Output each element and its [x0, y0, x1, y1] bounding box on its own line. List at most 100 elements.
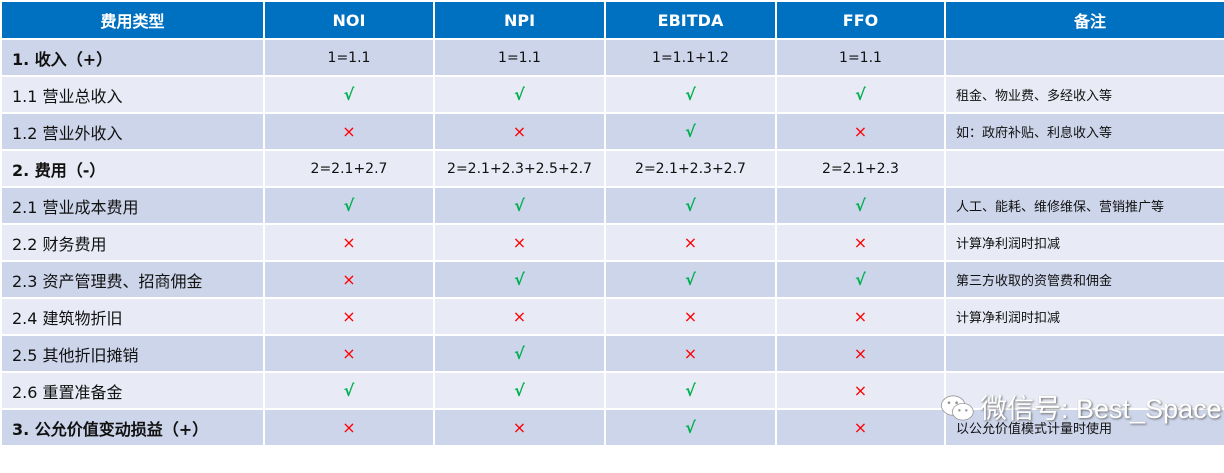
cross-icon: ×: [683, 307, 698, 326]
cross-icon: ×: [853, 233, 868, 252]
check-icon: √: [685, 122, 696, 141]
cost-comparison-table: 费用类型 NOI NPI EBITDA FFO 备注 1. 收入（+） 1=1.1 1=1.1…: [0, 0, 1224, 447]
check-icon: √: [685, 381, 696, 400]
check-icon: √: [514, 196, 525, 215]
table-row: 2.1 营业成本费用 √ √ √ √ 人工、能耗、维修维保、营销推广等: [0, 186, 1224, 225]
table-row: 3. 公允价值变动损益（+） × × √ × 以公允价值模式计量时使用: [0, 408, 1224, 447]
check-icon: √: [855, 85, 866, 104]
row-label: 2.6 重置准备金: [0, 371, 265, 410]
cell: ×: [263, 408, 435, 447]
cell: 2=2.1+2.3+2.7: [604, 149, 777, 188]
row-label: 2.2 财务费用: [0, 223, 265, 262]
cross-icon: ×: [853, 418, 868, 437]
cell: √: [604, 112, 777, 151]
check-icon: √: [855, 196, 866, 215]
cell: ×: [433, 223, 606, 262]
cross-icon: ×: [512, 122, 527, 141]
cross-icon: ×: [512, 307, 527, 326]
check-icon: √: [514, 381, 525, 400]
cell: ×: [263, 297, 435, 336]
cell: ×: [775, 112, 946, 151]
cell: ×: [775, 297, 946, 336]
cell: ×: [433, 408, 606, 447]
header-row: 费用类型 NOI NPI EBITDA FFO 备注: [0, 0, 1224, 40]
row-label: 2.3 资产管理费、招商佣金: [0, 260, 265, 299]
table-row: 1.1 营业总收入 √ √ √ √ 租金、物业费、多经收入等: [0, 75, 1224, 114]
check-icon: √: [685, 196, 696, 215]
cell: ×: [433, 297, 606, 336]
column-header: FFO: [775, 0, 946, 40]
row-label: 3. 公允价值变动损益（+）: [0, 408, 265, 447]
check-icon: √: [343, 85, 355, 104]
row-label: 2.1 营业成本费用: [0, 186, 265, 225]
note-cell: [944, 149, 1224, 188]
cross-icon: ×: [342, 418, 356, 437]
check-icon: √: [514, 344, 525, 363]
cell: √: [433, 75, 606, 114]
cross-icon: ×: [342, 344, 356, 363]
table-row: 1.2 营业外收入 × × √ × 如：政府补贴、利息收入等: [0, 112, 1224, 151]
cell: ×: [263, 260, 435, 299]
note-cell: [944, 334, 1224, 373]
cell: 2=2.1+2.3: [775, 149, 946, 188]
cell: 1=1.1: [433, 38, 606, 77]
column-header: EBITDA: [604, 0, 777, 40]
row-label: 1. 收入（+）: [0, 38, 265, 77]
watermark-text: 微信号: Best_Space: [980, 394, 1222, 424]
cell: √: [775, 260, 946, 299]
cell: 1=1.1+1.2: [604, 38, 777, 77]
cell: √: [604, 75, 777, 114]
cell: √: [775, 186, 946, 225]
check-icon: √: [514, 85, 525, 104]
row-label: 2.5 其他折旧摊销: [0, 334, 265, 373]
cell: √: [263, 371, 435, 410]
formula-text: 1=1.1+1.2: [652, 49, 729, 66]
cross-icon: ×: [853, 381, 868, 400]
cross-icon: ×: [512, 233, 527, 252]
cell: ×: [263, 223, 435, 262]
cross-icon: ×: [853, 344, 868, 363]
cross-icon: ×: [342, 270, 356, 289]
table-row: 2.6 重置准备金 √ √ √ ×: [0, 371, 1224, 410]
cell: ×: [775, 371, 946, 410]
check-icon: √: [343, 196, 355, 215]
watermark: 微信号: Best_Space: [940, 393, 1222, 425]
cell: 1=1.1: [263, 38, 435, 77]
note-cell: 如：政府补贴、利息收入等: [944, 112, 1224, 151]
table-row: 2.2 财务费用 × × × × 计算净利润时扣减: [0, 223, 1224, 262]
cross-icon: ×: [342, 122, 356, 141]
formula-text: 2=2.1+2.7: [310, 160, 388, 177]
check-icon: √: [855, 270, 866, 289]
cell: ×: [604, 297, 777, 336]
cell: ×: [263, 112, 435, 151]
cell: ×: [433, 112, 606, 151]
note-cell: [944, 371, 1224, 410]
column-header: NOI: [263, 0, 435, 40]
formula-text: 1=1.1: [839, 49, 882, 66]
cell: √: [433, 260, 606, 299]
row-label: 2.4 建筑物折旧: [0, 297, 265, 336]
check-icon: √: [685, 270, 696, 289]
table-row: 2.5 其他折旧摊销 × √ × ×: [0, 334, 1224, 373]
cell: √: [263, 186, 435, 225]
table-row: 2.4 建筑物折旧 × × × × 计算净利润时扣减: [0, 297, 1224, 336]
cell: √: [433, 186, 606, 225]
cross-icon: ×: [853, 307, 868, 326]
note-cell: [944, 38, 1224, 77]
row-label: 2. 费用（-）: [0, 149, 265, 188]
table-row: 2.3 资产管理费、招商佣金 × √ √ √ 第三方收取的资管费和佣金: [0, 260, 1224, 299]
cell: 1=1.1: [775, 38, 946, 77]
column-header: NPI: [433, 0, 606, 40]
cross-icon: ×: [342, 307, 356, 326]
cross-icon: ×: [853, 122, 868, 141]
note-cell: 人工、能耗、维修维保、营销推广等: [944, 186, 1224, 225]
cross-icon: ×: [342, 233, 356, 252]
check-icon: √: [685, 418, 696, 437]
cell: √: [433, 334, 606, 373]
check-icon: √: [514, 270, 525, 289]
cross-icon: ×: [683, 233, 698, 252]
cell: √: [604, 260, 777, 299]
note-cell: 租金、物业费、多经收入等: [944, 75, 1224, 114]
cross-icon: ×: [683, 344, 698, 363]
cell: ×: [263, 334, 435, 373]
